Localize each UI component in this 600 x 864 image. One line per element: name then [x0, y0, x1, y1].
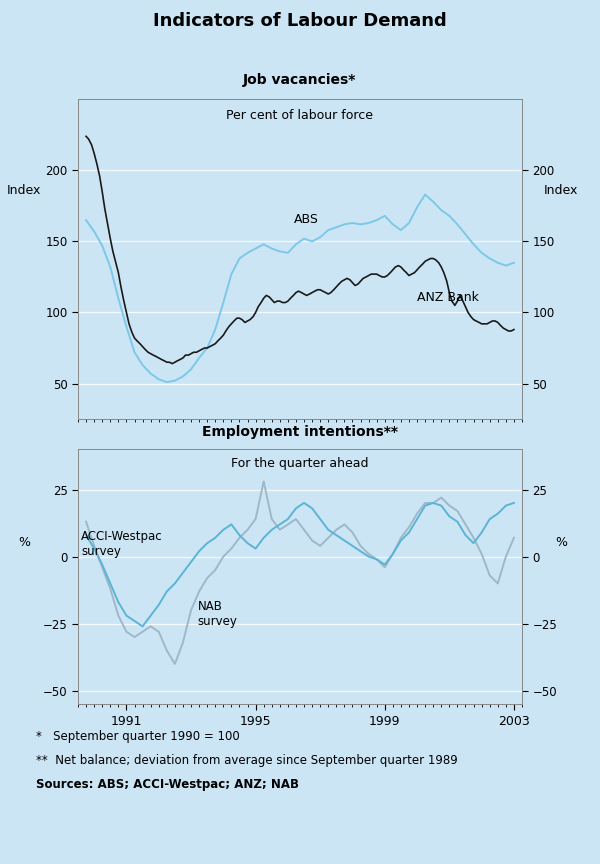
Text: ANZ Bank: ANZ Bank [417, 291, 479, 304]
Text: NAB
survey: NAB survey [197, 600, 238, 627]
Text: Sources: ABS; ACCI-Westpac; ANZ; NAB: Sources: ABS; ACCI-Westpac; ANZ; NAB [36, 778, 299, 791]
Text: Index: Index [7, 183, 41, 197]
Text: For the quarter ahead: For the quarter ahead [231, 457, 369, 470]
Text: *   September quarter 1990 = 100: * September quarter 1990 = 100 [36, 730, 240, 743]
Text: %: % [555, 536, 567, 549]
Text: ACCI-Westpac
survey: ACCI-Westpac survey [81, 530, 163, 558]
Text: ABS: ABS [295, 213, 319, 226]
Text: Per cent of labour force: Per cent of labour force [227, 109, 374, 122]
Text: Employment intentions**: Employment intentions** [202, 425, 398, 439]
Text: %: % [18, 536, 30, 549]
Text: **  Net balance; deviation from average since September quarter 1989: ** Net balance; deviation from average s… [36, 754, 458, 767]
Text: Indicators of Labour Demand: Indicators of Labour Demand [153, 12, 447, 30]
Text: Index: Index [544, 183, 578, 197]
Text: Job vacancies*: Job vacancies* [244, 73, 356, 86]
